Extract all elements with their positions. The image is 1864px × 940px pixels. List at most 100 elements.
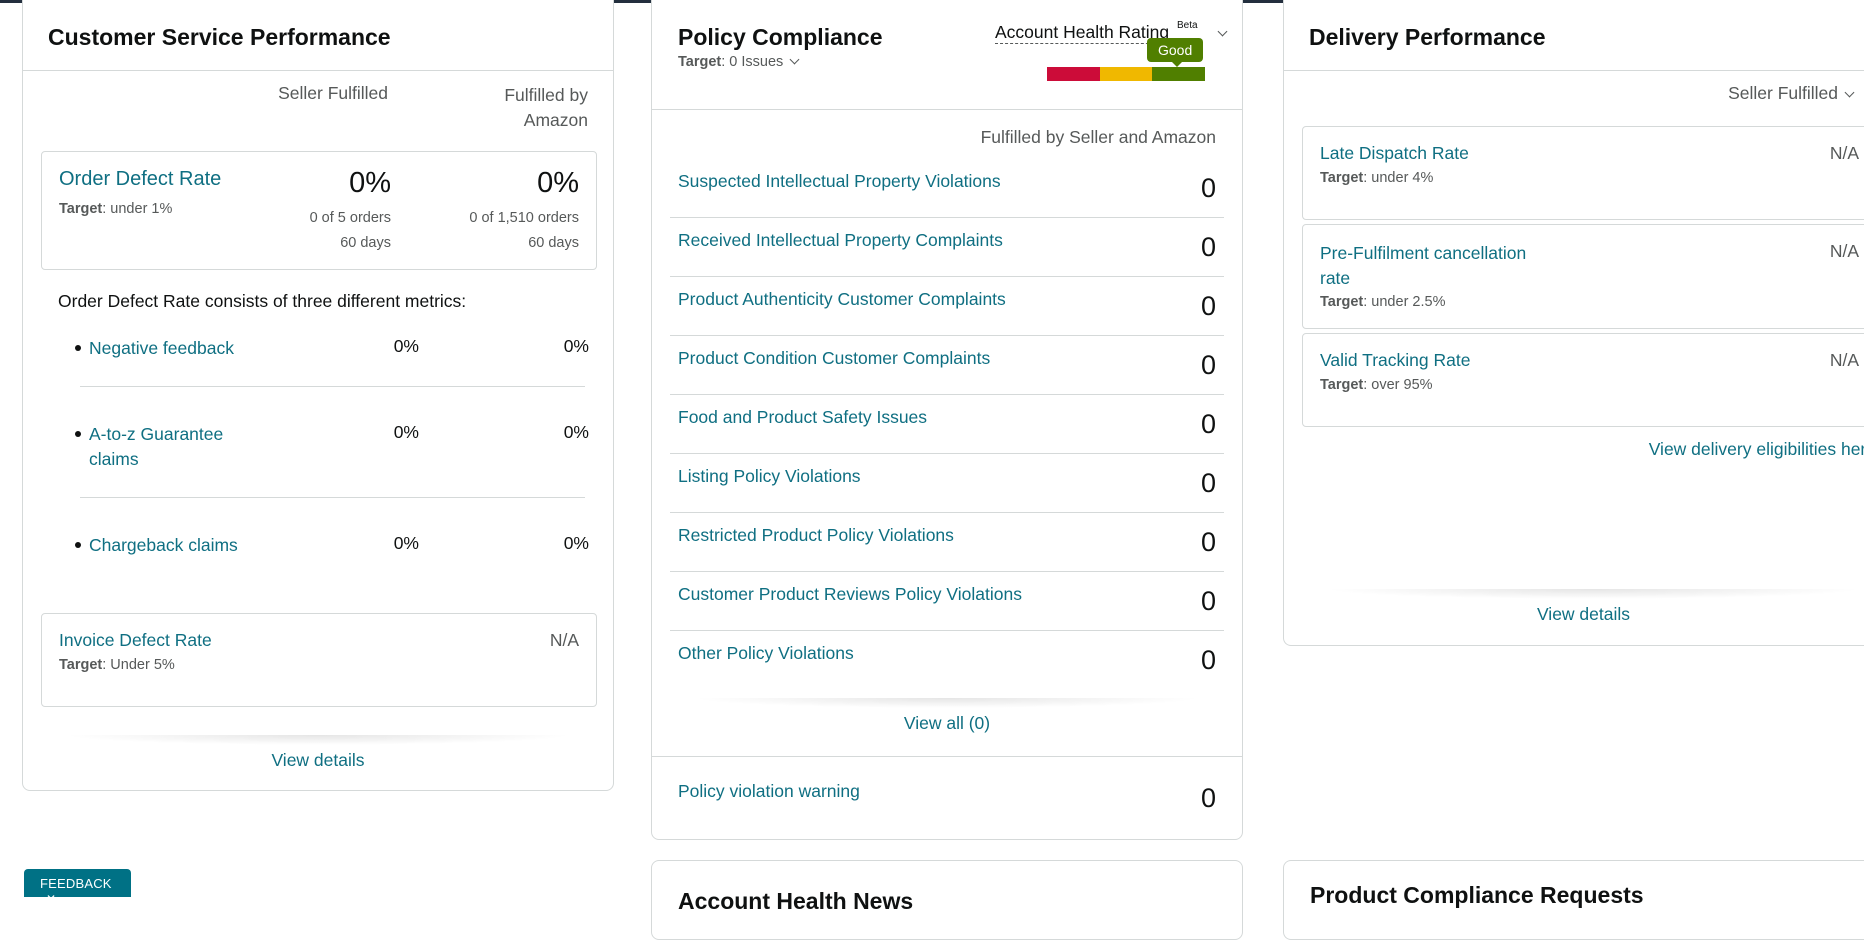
- policy-row[interactable]: Other Policy Violations 0: [670, 631, 1224, 690]
- invoice-defect-rate-target: Target: Under 5%: [59, 657, 175, 673]
- late-dispatch-rate-target: Target: under 4%: [1320, 170, 1434, 186]
- invoice-defect-rate-box[interactable]: Invoice Defect Rate Target: Under 5% N/A: [41, 613, 597, 707]
- odr-amazon-pct: 0%: [537, 167, 579, 199]
- view-all-shadow: [692, 698, 1202, 708]
- policy-row[interactable]: Customer Product Reviews Policy Violatio…: [670, 572, 1224, 631]
- feedback-label: FEEDBACK: [40, 876, 112, 891]
- customer-service-card: Customer Service Performance Seller Fulf…: [22, 0, 614, 791]
- policy-row[interactable]: Received Intellectual Property Complaint…: [670, 218, 1224, 277]
- policy-row[interactable]: Food and Product Safety Issues 0: [670, 395, 1224, 454]
- policy-row-label[interactable]: Product Authenticity Customer Complaints: [678, 289, 1006, 309]
- policy-row-label[interactable]: Suspected Intellectual Property Violatio…: [678, 171, 1001, 191]
- policy-warning-section: Policy violation warning 0: [652, 756, 1242, 840]
- odr-consists-text: Order Defect Rate consists of three diff…: [58, 291, 467, 311]
- policy-row-label[interactable]: Food and Product Safety Issues: [678, 407, 928, 427]
- account-health-news-card: Account Health News: [651, 860, 1243, 940]
- policy-row-label[interactable]: Listing Policy Violations: [678, 466, 861, 486]
- policy-row[interactable]: Product Condition Customer Complaints 0: [670, 336, 1224, 395]
- delivery-filter-dropdown[interactable]: Seller Fulfilled: [1728, 83, 1855, 104]
- health-bar-red: [1047, 67, 1100, 81]
- customer-service-view-details[interactable]: View details: [271, 750, 365, 770]
- order-defect-rate-box[interactable]: Order Defect Rate Target: under 1% 0% 0 …: [41, 151, 597, 270]
- policy-row-value: 0: [1200, 350, 1216, 380]
- late-dispatch-rate-link[interactable]: Late Dispatch Rate: [1320, 143, 1469, 163]
- view-delivery-eligibilities-link[interactable]: View delivery eligibilities here: [1648, 439, 1864, 459]
- a-to-z-claims-link[interactable]: A-to-z Guarantee claims: [89, 424, 224, 469]
- pre-fulfilment-cancellation-value: N/A: [1829, 241, 1859, 261]
- health-bar-green: [1152, 67, 1206, 81]
- policy-row-label[interactable]: Restricted Product Policy Violations: [678, 525, 954, 545]
- policy-row-value: 0: [1200, 645, 1216, 675]
- negative-feedback-amazon: 0%: [563, 336, 589, 356]
- policy-row-value: 0: [1200, 527, 1216, 557]
- metric-divider: [80, 497, 585, 498]
- invoice-defect-rate-link[interactable]: Invoice Defect Rate: [59, 630, 212, 650]
- policy-row-label[interactable]: Customer Product Reviews Policy Violatio…: [678, 584, 1022, 604]
- chargeback-claims-link[interactable]: Chargeback claims: [89, 535, 238, 555]
- health-rating-bar: [1047, 67, 1206, 81]
- valid-tracking-rate-box[interactable]: Valid Tracking Rate Target: over 95% N/A: [1302, 333, 1864, 427]
- policy-row[interactable]: Listing Policy Violations 0: [670, 454, 1224, 513]
- account-health-news-title: Account Health News: [678, 888, 914, 914]
- order-defect-rate-link[interactable]: Order Defect Rate: [59, 168, 222, 190]
- a-to-z-claims-seller: 0%: [393, 422, 419, 442]
- odr-seller-pct: 0%: [349, 167, 391, 199]
- account-health-rating-beta: Beta: [1177, 20, 1198, 31]
- health-status-badge: Good: [1147, 38, 1204, 62]
- bullet: [75, 431, 81, 437]
- odr-seller-orders: 0 of 5 orders: [309, 210, 391, 226]
- valid-tracking-rate-target: Target: over 95%: [1320, 377, 1433, 393]
- policy-column-header: Fulfilled by Seller and Amazon: [980, 127, 1216, 147]
- policy-row-value: 0: [1200, 291, 1216, 321]
- policy-compliance-card: Policy Compliance Target: 0 Issues Accou…: [651, 0, 1243, 840]
- order-defect-rate-target: Target: under 1%: [59, 201, 173, 217]
- bullet: [75, 542, 81, 548]
- health-badge-pointer: [1171, 61, 1183, 67]
- policy-row-value: 0: [1200, 173, 1216, 203]
- customer-service-header: Customer Service Performance: [23, 0, 613, 71]
- policy-compliance-title: Policy Compliance: [678, 24, 883, 50]
- policy-row-value: 0: [1200, 468, 1216, 498]
- valid-tracking-rate-link[interactable]: Valid Tracking Rate: [1320, 350, 1471, 370]
- policy-target-dropdown[interactable]: Target: 0 Issues: [678, 54, 800, 70]
- policy-violation-warning-value: 0: [1200, 783, 1216, 813]
- health-bar-yellow: [1099, 67, 1153, 81]
- metric-chargeback-claims: Chargeback claims 0% 0%: [51, 533, 589, 563]
- policy-row[interactable]: Product Authenticity Customer Complaints…: [670, 277, 1224, 336]
- pre-fulfilment-cancellation-target: Target: under 2.5%: [1320, 294, 1446, 310]
- policy-compliance-header: Policy Compliance Target: 0 Issues Accou…: [652, 0, 1242, 110]
- pre-fulfilment-cancellation-link[interactable]: Pre-Fulfilment cancellation rate: [1320, 243, 1527, 288]
- delivery-performance-header: Delivery Performance: [1284, 0, 1864, 71]
- late-dispatch-rate-value: N/A: [1829, 143, 1859, 163]
- pre-fulfilment-cancellation-box[interactable]: Pre-Fulfilment cancellation rate Target:…: [1302, 224, 1864, 329]
- policy-row[interactable]: Suspected Intellectual Property Violatio…: [670, 159, 1224, 218]
- policy-row-value: 0: [1200, 409, 1216, 439]
- chargeback-claims-seller: 0%: [393, 533, 419, 553]
- policy-row[interactable]: Restricted Product Policy Violations 0: [670, 513, 1224, 572]
- bullet: [75, 345, 81, 351]
- policy-row-label[interactable]: Product Condition Customer Complaints: [678, 348, 991, 368]
- valid-tracking-rate-value: N/A: [1829, 350, 1859, 370]
- delivery-performance-card: Delivery Performance Seller Fulfilled La…: [1283, 0, 1864, 646]
- negative-feedback-link[interactable]: Negative feedback: [89, 338, 234, 358]
- policy-row-value: 0: [1200, 586, 1216, 616]
- negative-feedback-seller: 0%: [393, 336, 419, 356]
- policy-row-value: 0: [1200, 232, 1216, 262]
- policy-view-all[interactable]: View all (0): [903, 713, 991, 733]
- view-details-shadow: [63, 735, 573, 745]
- product-compliance-card: Product Compliance Requests: [1283, 860, 1864, 940]
- feedback-button[interactable]: FEEDBACK ✕: [24, 869, 131, 906]
- late-dispatch-rate-box[interactable]: Late Dispatch Rate Target: under 4% N/A: [1302, 126, 1864, 220]
- delivery-view-details[interactable]: View details: [1536, 604, 1631, 624]
- customer-service-title: Customer Service Performance: [48, 24, 391, 50]
- policy-violation-warning-link[interactable]: Policy violation warning: [678, 781, 860, 801]
- policy-row-label[interactable]: Other Policy Violations: [678, 643, 854, 663]
- close-icon[interactable]: ✕: [46, 892, 57, 906]
- account-health-rating[interactable]: Account Health Rating Beta Good: [995, 20, 1228, 92]
- policy-row-label[interactable]: Received Intellectual Property Complaint…: [678, 230, 1003, 250]
- delivery-performance-title: Delivery Performance: [1309, 24, 1546, 50]
- product-compliance-title: Product Compliance Requests: [1310, 882, 1644, 908]
- view-details-shadow: [1324, 589, 1863, 599]
- chevron-down-icon: [1844, 87, 1855, 98]
- odr-amazon-orders: 0 of 1,510 orders: [469, 210, 579, 226]
